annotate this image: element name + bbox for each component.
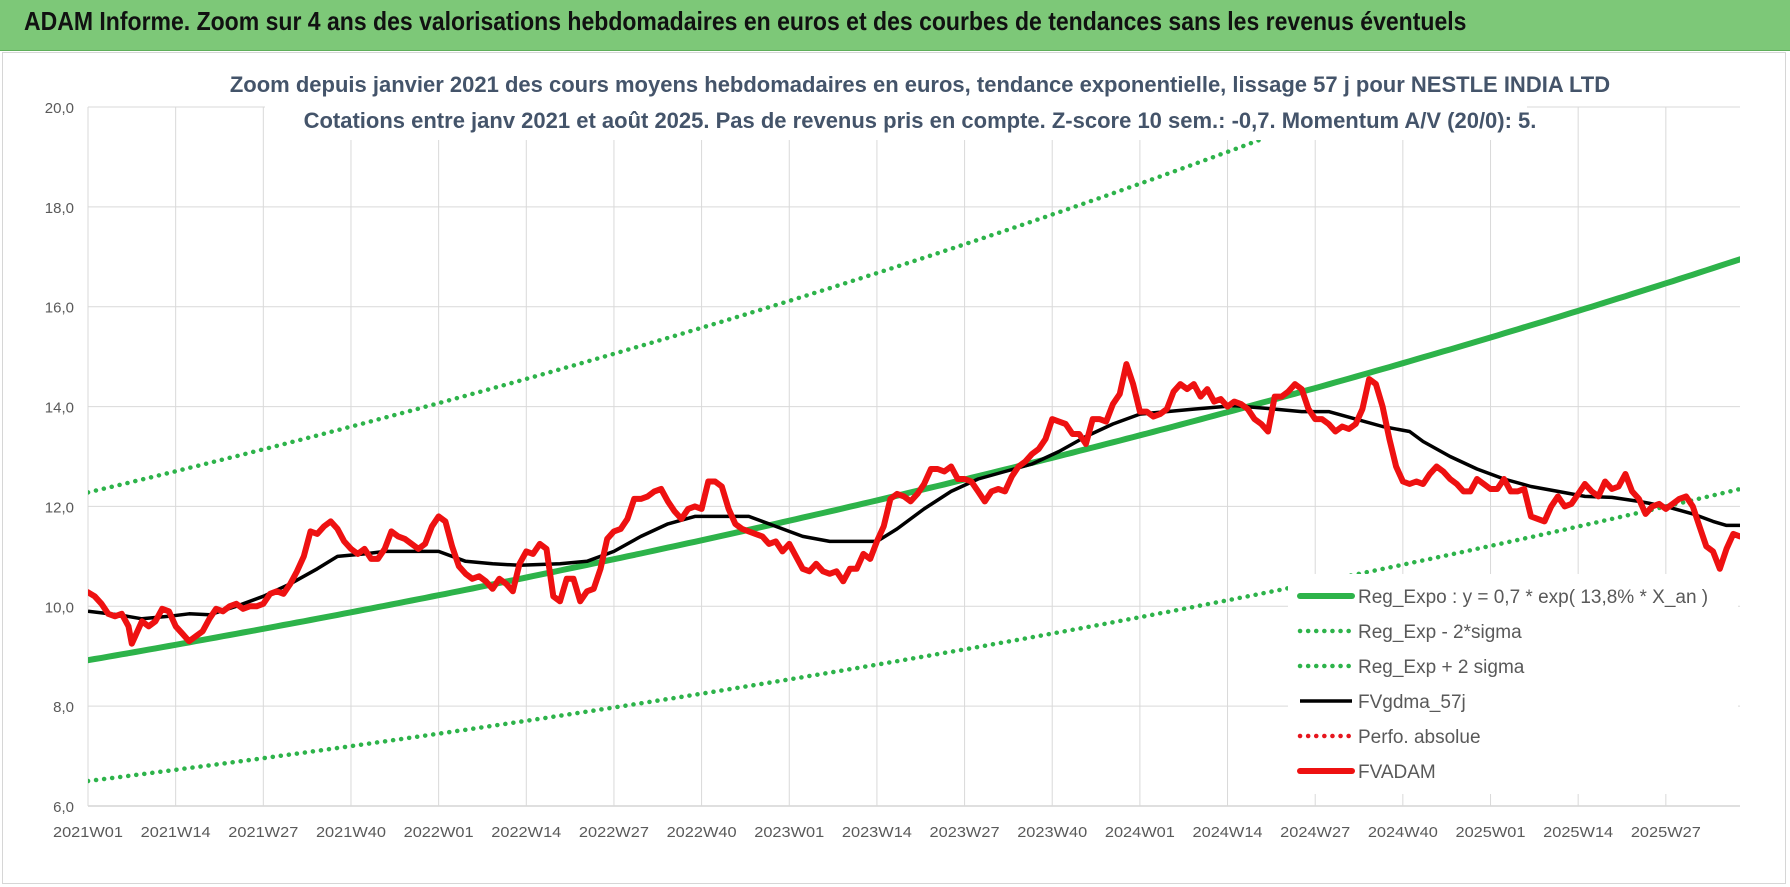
legend-label: Reg_Expo : y = 0,7 * exp( 13,8% * X_an ): [1358, 587, 1708, 608]
header-banner: ADAM Informe. Zoom sur 4 ans des valoris…: [0, 0, 1790, 51]
x-tick-label: 2025W01: [1456, 824, 1526, 841]
series-line-1: [88, 486, 1740, 784]
x-tick-label: 2023W27: [930, 824, 1000, 841]
x-tick-label: 2021W27: [228, 824, 298, 841]
y-tick-label: 12,0: [45, 499, 74, 516]
series-line-5: [88, 361, 1740, 647]
series-line-0: [88, 256, 1740, 664]
y-tick-label: 16,0: [45, 300, 74, 317]
x-tick-label: 2024W14: [1193, 824, 1263, 841]
series-line-2: [88, 107, 1353, 495]
legend-label: Perfo. absolue: [1358, 727, 1481, 748]
chart-title-line-2: Cotations entre janv 2021 et août 2025. …: [303, 108, 1537, 133]
legend-label: Reg_Exp + 2 sigma: [1358, 657, 1525, 678]
y-tick-label: 18,0: [45, 200, 74, 217]
x-tick-label: 2025W27: [1631, 824, 1701, 841]
chart-title-line-1: Zoom depuis janvier 2021 des cours moyen…: [229, 72, 1611, 97]
chart-legend: Reg_Expo : y = 0,7 * exp( 13,8% * X_an )…: [1288, 574, 1738, 794]
y-tick-label: 14,0: [45, 400, 74, 417]
y-tick-label: 6,0: [53, 799, 74, 816]
chart-series: [88, 107, 1740, 784]
x-tick-label: 2022W40: [667, 824, 737, 841]
legend-background: [1288, 574, 1738, 794]
legend-label: FVgdma_57j: [1358, 692, 1466, 713]
x-tick-label: 2023W40: [1017, 824, 1087, 841]
x-tick-label: 2022W01: [404, 824, 474, 841]
x-tick-label: 2022W14: [491, 824, 561, 841]
x-tick-label: 2022W27: [579, 824, 649, 841]
x-tick-label: 2024W27: [1280, 824, 1350, 841]
y-tick-label: 20,0: [45, 100, 74, 117]
x-tick-label: 2023W01: [754, 824, 824, 841]
chart-frame: [2, 52, 1786, 884]
page-title: ADAM Informe. Zoom sur 4 ans des valoris…: [24, 6, 1467, 36]
title-background: [265, 70, 1527, 140]
y-tick-label: 8,0: [53, 699, 74, 716]
x-tick-label: 2023W14: [842, 824, 912, 841]
x-tick-label: 2024W40: [1368, 824, 1438, 841]
legend-label: Reg_Exp - 2*sigma: [1358, 622, 1522, 643]
x-tick-label: 2024W01: [1105, 824, 1175, 841]
chart-axes: 6,0 8,0 10,0 12,0 14,0 16,0 18,0 20,0 2021W01 202…: [45, 100, 1701, 841]
x-tick-label: 2025W14: [1543, 824, 1613, 841]
y-tick-label: 10,0: [45, 599, 74, 616]
legend-label: FVADAM: [1358, 762, 1436, 783]
chart-grid: [87, 106, 1740, 807]
x-tick-label: 2021W14: [141, 824, 211, 841]
x-tick-label: 2021W40: [316, 824, 386, 841]
x-tick-label: 2021W01: [53, 824, 123, 841]
